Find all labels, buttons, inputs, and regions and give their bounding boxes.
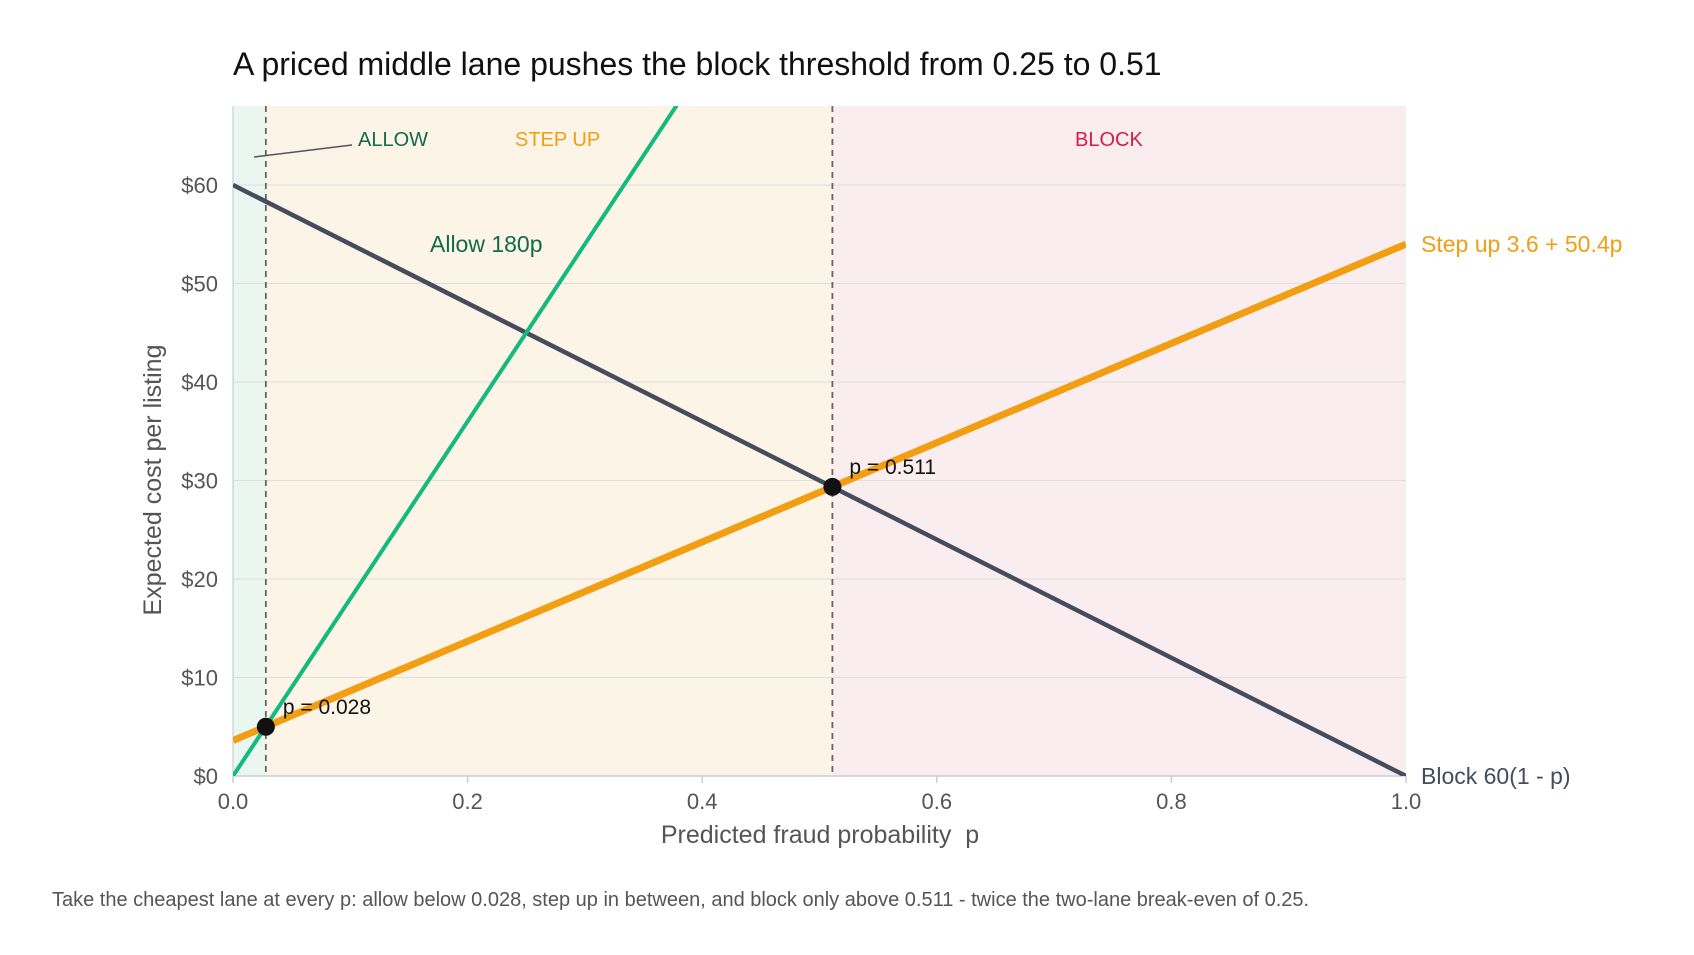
threshold-markers: [256, 477, 842, 736]
x-tick-label: 1.0: [1391, 789, 1422, 814]
allow-label-leader: [253, 144, 353, 158]
series-label-allow: Allow 180p: [430, 231, 543, 257]
series-line-block: [233, 182, 1406, 776]
x-axis-title: Predicted fraud probability p: [661, 821, 979, 849]
region-label-allow: ALLOW: [358, 129, 428, 151]
y-tick-label: $30: [181, 469, 218, 494]
y-axis-title: Expected cost per listing: [139, 345, 167, 616]
x-tick-label: 0.4: [687, 789, 718, 814]
series-label-block: Block 60(1 - p): [1421, 763, 1571, 789]
y-tick-label: $20: [181, 567, 218, 592]
y-tick-label: $0: [194, 764, 218, 789]
series-line-allow: [233, 106, 679, 776]
region-band-step-up: [265, 106, 833, 776]
threshold-marker: [823, 477, 842, 496]
region-bands: [233, 106, 1406, 776]
threshold-label: p = 0.511: [849, 456, 936, 479]
region-band-block: [832, 106, 1406, 776]
series-line-step-up: [233, 240, 1406, 744]
x-tick-label: 0.0: [218, 789, 249, 814]
x-tick-label: 0.2: [452, 789, 483, 814]
x-tick-label: 0.6: [922, 789, 953, 814]
region-label-step-up: STEP UP: [515, 129, 600, 151]
region-label-block: BLOCK: [1075, 129, 1143, 151]
threshold-lines: [264, 106, 834, 776]
threshold-label: p = 0.028: [283, 696, 371, 719]
series-lines: [233, 106, 1406, 776]
caption: Take the cheapest lane at every p: allow…: [52, 889, 1309, 911]
axes: $0 $10 $20 $30 $40 $50 $60 0.0 0.2 0.4 0.6 0.8 1.0: [181, 106, 1421, 814]
region-band-allow: [233, 106, 266, 776]
y-tick-label: $60: [181, 173, 218, 198]
y-tick-label: $10: [181, 666, 218, 691]
x-tick-label: 0.8: [1156, 789, 1187, 814]
y-tick-label: $50: [181, 272, 218, 297]
threshold-marker: [256, 717, 275, 736]
labels: ALLOW STEP UP BLOCK Allow 180p Step up 3.6 +…: [253, 129, 1622, 789]
series-label-step-up: Step up 3.6 + 50.4p: [1421, 231, 1622, 257]
chart-title: A priced middle lane pushes the block th…: [233, 46, 1162, 82]
y-tick-label: $40: [181, 370, 218, 395]
